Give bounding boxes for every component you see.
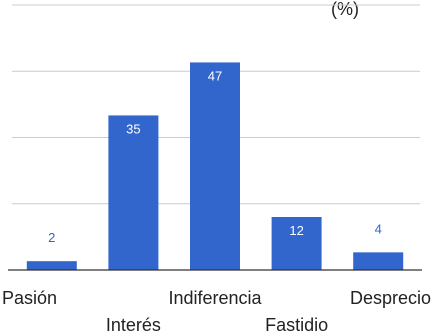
bars [26, 62, 404, 271]
data-label: 2 [48, 230, 55, 245]
bar [108, 115, 159, 271]
x-tick-label: Pasión [2, 288, 57, 308]
x-tick-label: Interés [106, 315, 161, 335]
data-label: 12 [289, 223, 303, 238]
data-label: 4 [375, 221, 382, 236]
x-tick-label: Desprecio [350, 288, 431, 308]
data-labels: 2 35 47 12 4 [48, 68, 382, 245]
data-label: 35 [126, 121, 140, 136]
x-tick-label: Indiferencia [168, 288, 262, 308]
bar [353, 252, 404, 270]
bar [26, 261, 77, 270]
data-label: 47 [208, 68, 222, 83]
bar [271, 217, 322, 270]
chart-title-fragment: (%) [331, 0, 359, 19]
x-tick-label: Fastidio [265, 315, 328, 335]
bar [190, 62, 240, 270]
